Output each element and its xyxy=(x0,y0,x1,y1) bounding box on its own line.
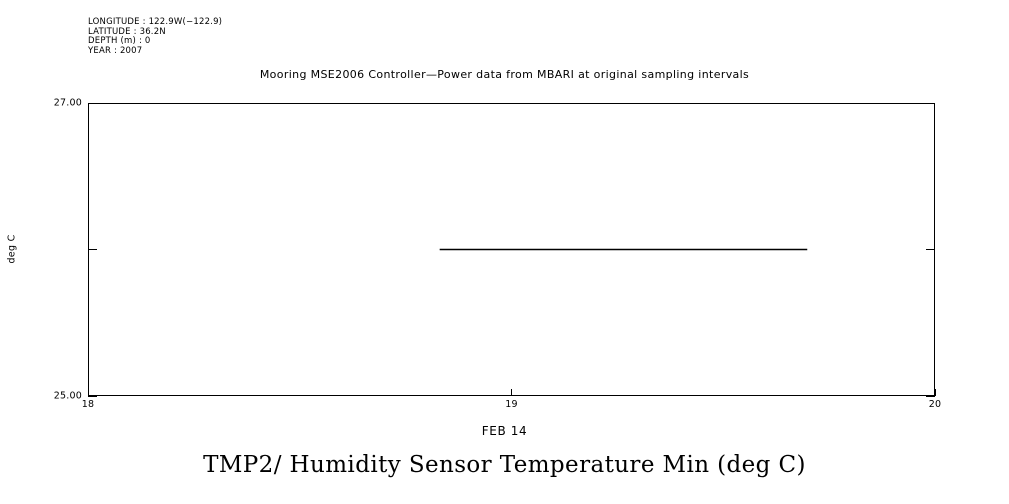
y-tick-mark xyxy=(88,395,97,397)
metadata-depth: DEPTH (m) : 0 xyxy=(88,36,151,47)
y-tick-mark xyxy=(88,249,97,250)
x-tick-label: 18 xyxy=(81,399,95,410)
y-tick-label: 25.00 xyxy=(53,390,82,402)
figure-caption: TMP2/ Humidity Sensor Temperature Min (d… xyxy=(203,452,806,478)
y-tick-mark xyxy=(88,102,97,104)
x-tick-label: 20 xyxy=(928,399,942,410)
y-tick-mark xyxy=(926,395,935,397)
x-tick-mark xyxy=(511,389,512,396)
station-metadata: LONGITUDE : 122.9W(−122.9) LATITUDE : 36… xyxy=(88,17,223,56)
metadata-latitude: LATITUDE : 36.2N xyxy=(88,26,166,37)
x-tick-mark xyxy=(87,389,89,396)
metadata-longitude: LONGITUDE : 122.9W(−122.9) xyxy=(88,17,223,27)
x-tick-label: 19 xyxy=(505,399,518,410)
y-tick-mark xyxy=(926,102,935,104)
y-axis-title: deg C xyxy=(6,234,18,264)
x-tick-mark xyxy=(934,389,936,396)
metadata-year: YEAR : 2007 xyxy=(88,45,143,56)
x-axis-title: FEB 14 xyxy=(481,424,528,438)
y-tick-mark xyxy=(926,249,935,250)
y-tick-label: 27.00 xyxy=(53,97,82,109)
plot-area xyxy=(88,103,935,396)
chart-title: Mooring MSE2006 Controller—Power data fr… xyxy=(259,68,750,81)
data-series-layer xyxy=(89,104,934,395)
